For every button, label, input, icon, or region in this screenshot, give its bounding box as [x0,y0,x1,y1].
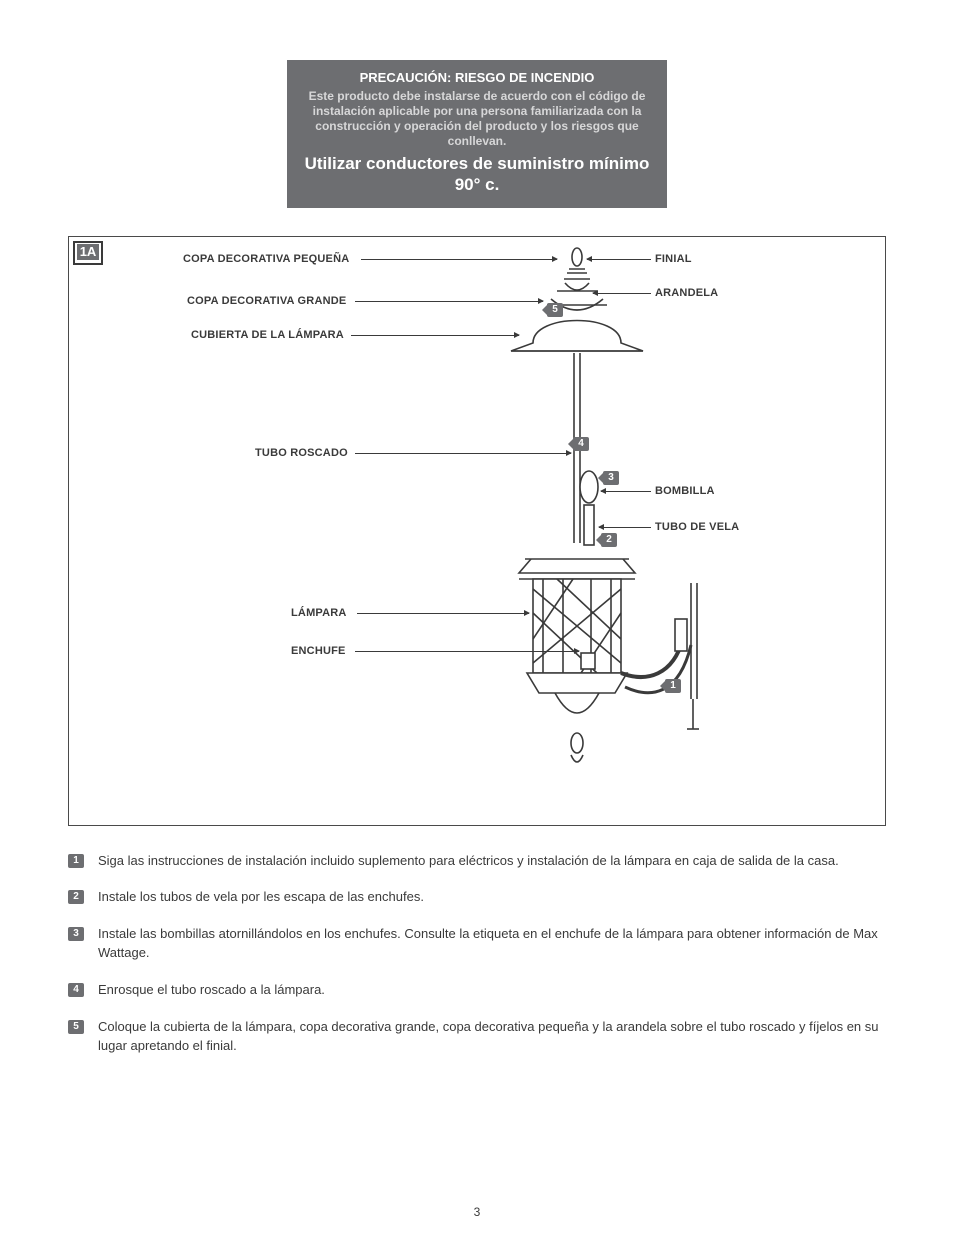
label-copa-pequena: COPA DECORATIVA PEQUEÑA [183,253,349,265]
instructions-list: 1 Siga las instrucciones de instalación … [68,846,886,1056]
step-text: Coloque la cubierta de la lámpara, copa … [98,1018,886,1056]
leader [355,453,571,454]
step-number: 1 [68,854,84,868]
step-text: Siga las instrucciones de instalación in… [98,852,839,871]
page: PRECAUCIÓN: RIESGO DE INCENDIO Este prod… [0,0,954,1235]
step-row: 2 Instale los tubos de vela por les esca… [68,888,886,907]
leader [355,301,543,302]
label-enchufe: ENCHUFE [291,645,346,657]
leader [351,335,519,336]
callout-4: 4 [573,437,589,451]
leader [587,259,651,260]
leader [355,651,579,652]
callout-2: 2 [601,533,617,547]
leader [601,491,651,492]
label-lampara: LÁMPARA [291,607,347,619]
page-number: 3 [0,1205,954,1219]
step-text: Enrosque el tubo roscado a la lámpara. [98,981,325,1000]
label-tubo-roscado: TUBO ROSCADO [255,447,348,459]
leader [599,527,651,528]
diagram-frame: 1A [68,236,886,826]
caution-emphasis: Utilizar conductores de suministro mínim… [301,153,653,196]
label-copa-grande: COPA DECORATIVA GRANDE [187,295,346,307]
step-number: 3 [68,927,84,941]
caution-box: PRECAUCIÓN: RIESGO DE INCENDIO Este prod… [287,60,667,208]
step-row: 3 Instale las bombillas atornillándolos … [68,925,886,963]
callout-1: 1 [665,679,681,693]
label-arandela: ARANDELA [655,287,718,299]
diagram-corner-label: 1A [77,244,99,260]
label-cubierta: CUBIERTA DE LA LÁMPARA [191,329,344,341]
label-tubo-vela: TUBO DE VELA [655,521,739,533]
step-number: 2 [68,890,84,904]
diagram-corner-badge: 1A [73,241,103,265]
caution-body: Este producto debe instalarse de acuerdo… [301,89,653,149]
label-finial: FINIAL [655,253,692,265]
step-number: 5 [68,1020,84,1034]
step-row: 4 Enrosque el tubo roscado a la lámpara. [68,981,886,1000]
step-number: 4 [68,983,84,997]
leader [361,259,557,260]
caution-title: PRECAUCIÓN: RIESGO DE INCENDIO [301,70,653,85]
step-row: 1 Siga las instrucciones de instalación … [68,852,886,871]
callout-5: 5 [547,303,563,317]
step-text: Instale los tubos de vela por les escapa… [98,888,424,907]
leader [593,293,651,294]
step-row: 5 Coloque la cubierta de la lámpara, cop… [68,1018,886,1056]
step-text: Instale las bombillas atornillándolos en… [98,925,886,963]
leader [357,613,529,614]
callout-3: 3 [603,471,619,485]
label-bombilla: BOMBILLA [655,485,715,497]
